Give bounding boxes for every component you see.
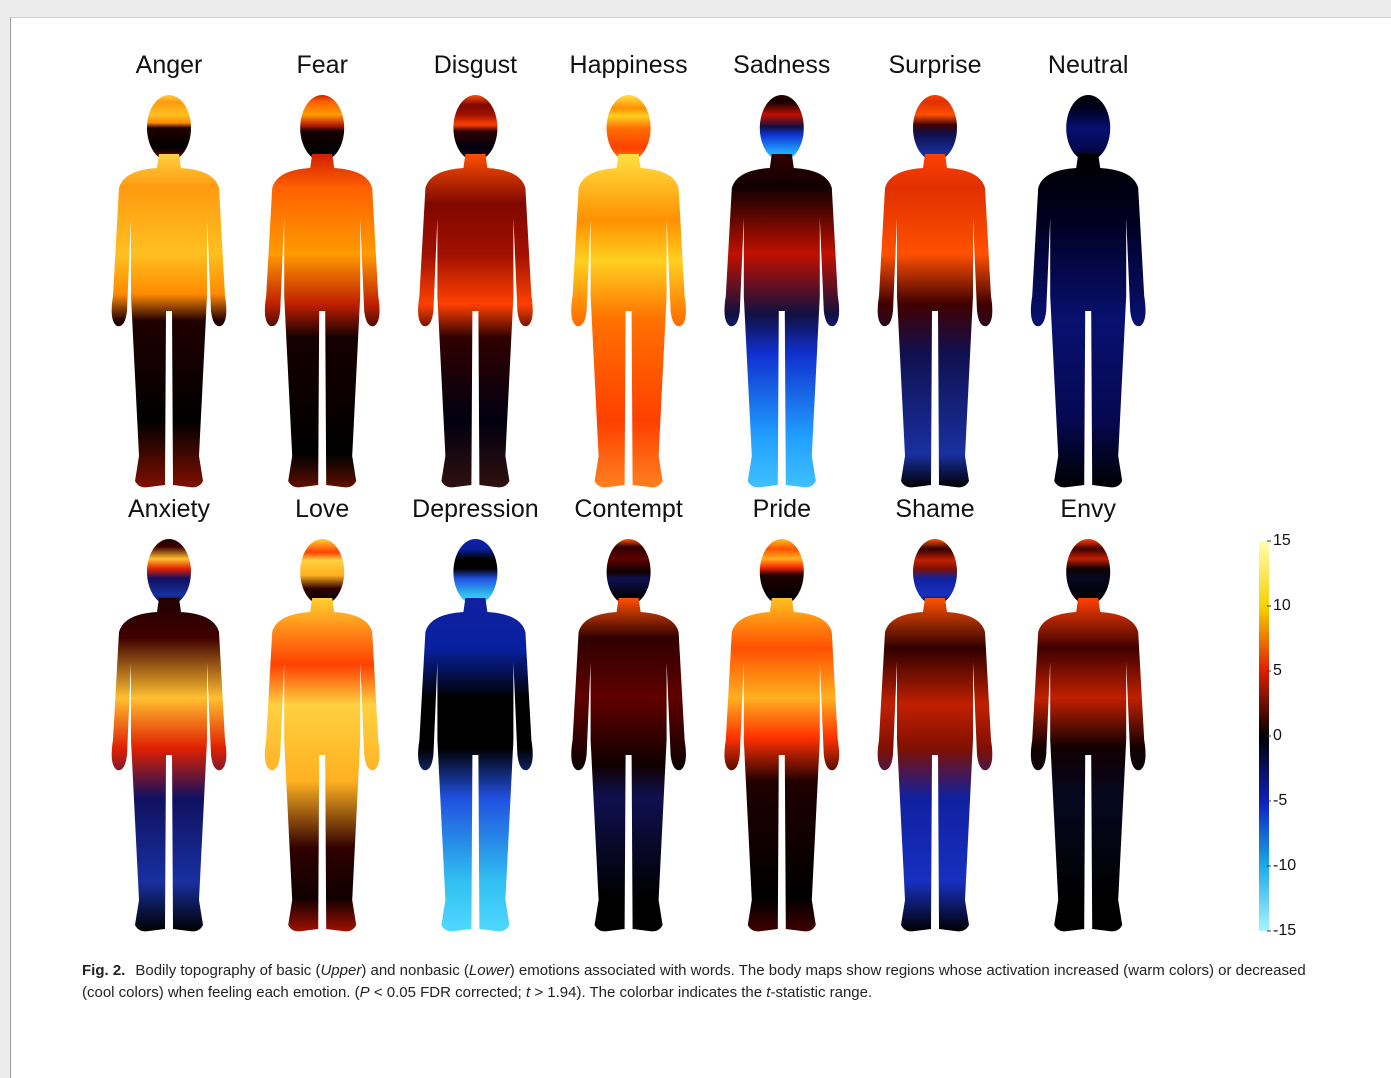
colorbar-tick-label: 0 xyxy=(1273,727,1282,744)
panel-label: Anxiety xyxy=(128,495,210,523)
body-map xyxy=(878,539,993,931)
panel-label: Envy xyxy=(1060,495,1116,523)
caption-text: Lower xyxy=(469,962,510,979)
caption-label: Fig. 2. xyxy=(82,962,125,979)
panel-label: Disgust xyxy=(434,51,517,79)
panel-label: Love xyxy=(295,495,349,523)
body-map xyxy=(112,95,227,487)
panel-label: Surprise xyxy=(888,51,981,79)
body-map xyxy=(1031,539,1146,931)
colorbar-tick-label: 10 xyxy=(1273,597,1291,614)
body-map xyxy=(112,539,227,931)
colorbar-tick-label: -10 xyxy=(1273,857,1296,874)
caption-text: Upper xyxy=(320,962,361,979)
caption-text: Bodily topography of basic ( xyxy=(135,962,320,979)
body-map xyxy=(571,95,686,487)
figure-page: Anger Fear Disgust Happiness Sadness Surprise… xyxy=(10,17,1391,1078)
colorbar-tick-label: 15 xyxy=(1273,532,1291,549)
colorbar-tick-label: -5 xyxy=(1273,792,1287,809)
body-map xyxy=(418,539,533,931)
panel-label: Sadness xyxy=(733,51,830,79)
body-map xyxy=(878,95,993,487)
caption: Fig. 2. Bodily topography of basic (Upper… xyxy=(82,960,1342,1004)
body-map xyxy=(571,539,686,931)
colorbar-tick-label: -15 xyxy=(1273,922,1296,939)
figure: Anger Fear Disgust Happiness Sadness Surprise… xyxy=(11,18,1391,1078)
panel-label: Pride xyxy=(753,495,811,523)
panel-label: Contempt xyxy=(574,495,682,523)
caption-text: ) and nonbasic ( xyxy=(361,962,469,979)
panel-label: Anger xyxy=(136,51,203,79)
caption-text: > 1.94). The colorbar indicates the xyxy=(530,984,766,1001)
caption-text: -statistic range. xyxy=(770,984,872,1001)
colorbar-tick-label: 5 xyxy=(1273,662,1282,679)
body-map xyxy=(724,539,839,931)
panel-label: Fear xyxy=(296,51,347,79)
panel-label: Neutral xyxy=(1048,51,1129,79)
body-map xyxy=(724,95,839,487)
caption-text: P xyxy=(360,984,370,1001)
body-map xyxy=(265,95,380,487)
body-map xyxy=(1031,95,1146,487)
panel-label: Happiness xyxy=(570,51,688,79)
caption-text: < 0.05 FDR corrected; xyxy=(370,984,526,1001)
body-map xyxy=(418,95,533,487)
body-map xyxy=(265,539,380,931)
panel-label: Depression xyxy=(412,495,538,523)
panel-label: Shame xyxy=(895,495,974,523)
